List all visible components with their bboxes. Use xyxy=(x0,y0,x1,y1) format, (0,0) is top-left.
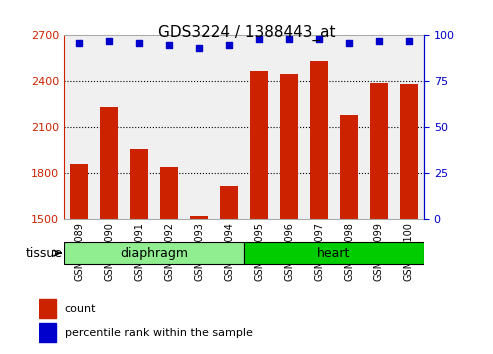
Bar xyxy=(370,83,388,354)
Bar xyxy=(39,299,56,318)
Bar xyxy=(70,164,88,354)
Bar xyxy=(160,167,178,354)
Text: percentile rank within the sample: percentile rank within the sample xyxy=(65,327,252,338)
Point xyxy=(255,36,263,42)
Point xyxy=(195,45,203,51)
Bar xyxy=(340,115,358,354)
Text: heart: heart xyxy=(317,247,351,259)
Bar xyxy=(39,323,56,342)
Bar xyxy=(280,74,298,354)
Bar xyxy=(250,71,268,354)
Bar xyxy=(220,186,238,354)
Point xyxy=(345,40,353,46)
Text: count: count xyxy=(65,304,96,314)
Point xyxy=(165,42,173,47)
Text: tissue: tissue xyxy=(26,247,63,259)
Text: diaphragm: diaphragm xyxy=(120,247,188,259)
Point xyxy=(135,40,143,46)
Point xyxy=(375,38,383,44)
Bar xyxy=(190,216,208,354)
Text: GDS3224 / 1388443_at: GDS3224 / 1388443_at xyxy=(158,25,335,41)
Point xyxy=(285,36,293,42)
Bar xyxy=(100,108,118,354)
Point xyxy=(105,38,113,44)
FancyBboxPatch shape xyxy=(244,242,424,264)
Bar xyxy=(130,149,148,354)
Bar xyxy=(400,85,418,354)
Point xyxy=(315,36,323,42)
Point xyxy=(75,40,83,46)
Point xyxy=(225,42,233,47)
FancyBboxPatch shape xyxy=(64,242,244,264)
Point xyxy=(405,38,413,44)
Bar xyxy=(310,62,328,354)
